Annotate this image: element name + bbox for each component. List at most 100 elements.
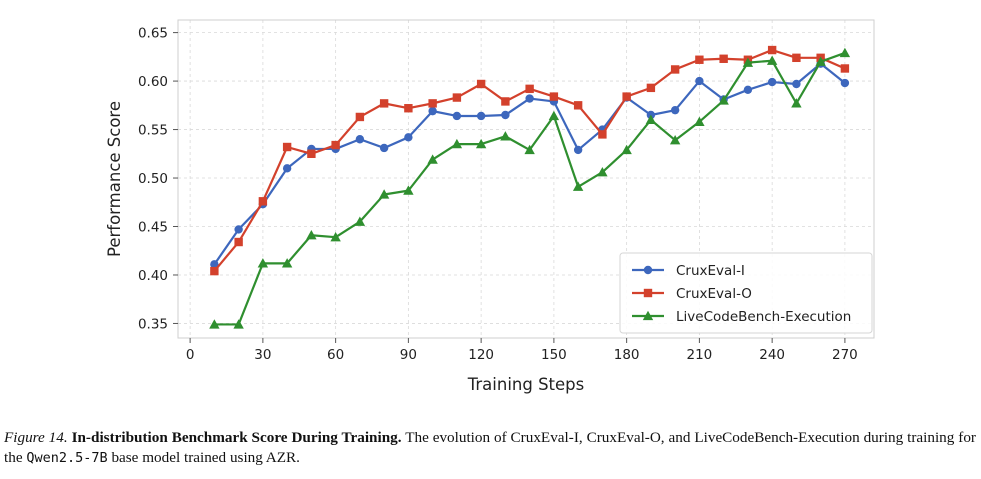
data-point-cruxeval-i bbox=[573, 145, 583, 155]
legend-label: CruxEval-I bbox=[676, 263, 745, 279]
data-point-livecodebench-execution bbox=[597, 167, 608, 177]
chart: 0 30 60 90 120 150 180 210 240 270 0.35 0.40 0.45 0.5… bbox=[105, 19, 875, 394]
data-point-livecodebench-execution bbox=[500, 131, 511, 141]
y-tick-label: 0.55 bbox=[138, 123, 168, 139]
data-point-livecodebench-execution bbox=[839, 47, 851, 58]
data-point-cruxeval-i bbox=[695, 76, 704, 86]
data-point-livecodebench-execution bbox=[354, 216, 366, 226]
data-point-livecodebench-execution bbox=[209, 319, 220, 329]
data-point-cruxeval-o bbox=[670, 65, 680, 74]
caption-figure-label: Figure 14. bbox=[4, 429, 68, 446]
legend-label: CruxEval-O bbox=[676, 286, 752, 302]
data-point-cruxeval-o bbox=[404, 104, 413, 113]
x-tick-label: 150 bbox=[541, 347, 567, 363]
data-point-cruxeval-o bbox=[695, 55, 704, 64]
data-point-cruxeval-i bbox=[792, 79, 801, 89]
y-tick-label: 0.50 bbox=[138, 171, 168, 187]
data-point-cruxeval-i bbox=[525, 94, 534, 103]
y-tick-label: 0.60 bbox=[138, 74, 168, 90]
x-tick-label: 180 bbox=[614, 347, 640, 363]
data-point-cruxeval-o bbox=[428, 99, 437, 108]
data-point-livecodebench-execution bbox=[257, 258, 269, 268]
data-point-cruxeval-i bbox=[404, 133, 413, 142]
data-point-livecodebench-execution bbox=[524, 144, 535, 155]
data-point-livecodebench-execution bbox=[694, 116, 705, 126]
data-point-cruxeval-i bbox=[234, 225, 243, 234]
data-point-cruxeval-o bbox=[573, 101, 583, 110]
caption-text-end: base model trained using AZR. bbox=[111, 449, 300, 466]
legend-item-cruxeval-o: CruxEval-O bbox=[632, 286, 752, 302]
x-tick-label: 60 bbox=[327, 347, 344, 363]
y-tick-label: 0.65 bbox=[138, 26, 168, 42]
data-point-cruxeval-o bbox=[476, 79, 486, 89]
legend-box bbox=[619, 252, 873, 334]
caption-title: In-distribution Benchmark Score During T… bbox=[71, 429, 402, 446]
x-tick-label: 120 bbox=[468, 347, 494, 363]
data-point-cruxeval-o bbox=[501, 97, 510, 106]
data-point-cruxeval-i bbox=[840, 78, 850, 88]
data-point-cruxeval-o bbox=[282, 142, 292, 152]
data-point-livecodebench-execution bbox=[403, 185, 414, 195]
data-point-cruxeval-i bbox=[210, 260, 219, 269]
data-point-cruxeval-o bbox=[379, 99, 389, 108]
data-point-cruxeval-o bbox=[549, 92, 559, 101]
data-point-livecodebench-execution bbox=[427, 154, 438, 164]
y-tick-label: 0.40 bbox=[138, 268, 168, 284]
data-point-cruxeval-o bbox=[840, 64, 850, 73]
data-point-cruxeval-i bbox=[452, 111, 462, 121]
data-point-livecodebench-execution bbox=[330, 231, 341, 242]
data-point-livecodebench-execution bbox=[621, 144, 632, 155]
data-point-livecodebench-execution bbox=[791, 98, 802, 108]
data-point-livecodebench-execution bbox=[306, 230, 317, 240]
data-point-cruxeval-i bbox=[355, 135, 365, 144]
data-point-cruxeval-o bbox=[525, 84, 534, 94]
plot-frame bbox=[177, 19, 875, 339]
data-point-cruxeval-o bbox=[598, 130, 607, 139]
series-line-cruxeval-i bbox=[213, 62, 846, 265]
x-tick-label: 90 bbox=[400, 347, 417, 363]
y-axis-label: Performance Score bbox=[105, 101, 124, 257]
data-point-cruxeval-o bbox=[355, 112, 365, 122]
data-point-cruxeval-o bbox=[210, 266, 219, 276]
data-point-cruxeval-i bbox=[670, 105, 680, 115]
x-tick-label: 240 bbox=[759, 347, 785, 363]
caption-text: The evolution of CruxEval-I, CruxEval-O,… bbox=[4, 429, 976, 466]
data-point-cruxeval-i bbox=[743, 85, 753, 95]
data-point-cruxeval-i bbox=[428, 106, 437, 116]
legend-marker bbox=[643, 288, 653, 298]
legend-label: LiveCodeBench-Execution bbox=[676, 309, 851, 325]
data-point-cruxeval-i bbox=[501, 110, 510, 120]
figure-caption: Figure 14. In-distribution Benchmark Sco… bbox=[4, 428, 976, 468]
axis-ticks: 0 30 60 90 120 150 180 210 240 270 0.35 0.40 0.45 0.5… bbox=[138, 26, 858, 363]
data-point-cruxeval-o bbox=[452, 93, 462, 102]
data-point-livecodebench-execution bbox=[669, 135, 681, 145]
legend-marker bbox=[643, 265, 653, 275]
data-point-cruxeval-o bbox=[234, 237, 243, 247]
data-point-livecodebench-execution bbox=[233, 319, 244, 329]
legend: CruxEval-I CruxEval-O LiveCodeBench-Execut… bbox=[619, 252, 873, 334]
x-tick-label: 270 bbox=[832, 347, 858, 363]
data-point-cruxeval-o bbox=[767, 45, 777, 55]
caption-model-name: Qwen2.5-7B bbox=[26, 450, 108, 466]
data-point-cruxeval-i bbox=[767, 77, 777, 87]
data-point-cruxeval-i bbox=[379, 143, 389, 153]
legend-item-cruxeval-i: CruxEval-I bbox=[632, 263, 745, 279]
data-point-livecodebench-execution bbox=[815, 56, 826, 66]
data-point-livecodebench-execution bbox=[475, 138, 487, 149]
data-point-cruxeval-o bbox=[307, 149, 316, 158]
data-point-cruxeval-o bbox=[258, 197, 268, 206]
series-livecodebench-execution bbox=[209, 47, 851, 329]
data-point-cruxeval-o bbox=[792, 53, 801, 63]
data-point-livecodebench-execution bbox=[451, 138, 463, 149]
legend-item-livecodebench-execution: LiveCodeBench-Execution bbox=[632, 309, 851, 325]
x-tick-label: 30 bbox=[254, 347, 271, 363]
data-point-livecodebench-execution bbox=[718, 95, 729, 105]
y-tick-label: 0.35 bbox=[138, 316, 168, 332]
x-tick-label: 0 bbox=[186, 347, 195, 363]
data-point-livecodebench-execution bbox=[378, 189, 390, 199]
data-point-cruxeval-o bbox=[719, 54, 728, 63]
data-point-cruxeval-o bbox=[622, 92, 631, 101]
x-axis-label: Training Steps bbox=[467, 375, 585, 394]
data-point-livecodebench-execution bbox=[742, 57, 754, 67]
data-point-livecodebench-execution bbox=[572, 181, 584, 191]
